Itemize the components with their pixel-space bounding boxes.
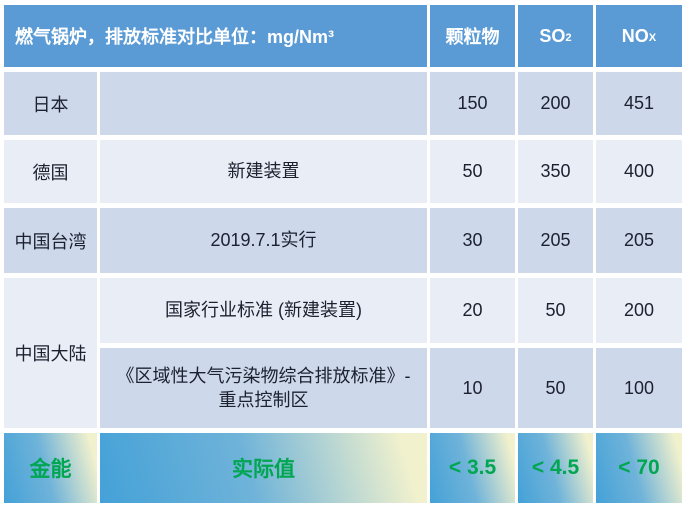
- table-title: 燃气锅炉，排放标准对比单位：mg/Nm³: [4, 5, 427, 67]
- column-header-so2-label: SO: [539, 25, 566, 46]
- desc-cell-regional-standard: 《区域性大气污染物综合排放标准》- 重点控制区: [100, 348, 427, 428]
- column-header-particulates: 颗粒物: [430, 5, 515, 67]
- value-cell-japan-nox: 451: [596, 72, 682, 135]
- desc-cell-taiwan: 2019.7.1实行: [100, 208, 427, 273]
- column-header-so2: SO 2: [518, 5, 593, 67]
- value-cell-jinneng-particulates: < 3.5: [430, 433, 515, 503]
- value-cell-germany-nox: 400: [596, 140, 682, 203]
- desc-cell-national-industry-standard: 国家行业标准 (新建装置): [100, 278, 427, 343]
- value-cell-jinneng-so2: < 4.5: [518, 433, 593, 503]
- column-header-so2-sub: 2: [565, 32, 572, 45]
- value-cell-regional-nox: 100: [596, 348, 682, 428]
- column-header-nox: NO X: [596, 5, 682, 67]
- region-cell-germany: 德国: [4, 140, 97, 203]
- value-cell-regional-particulates: 10: [430, 348, 515, 428]
- region-cell-japan: 日本: [4, 72, 97, 135]
- desc-cell-japan: [100, 72, 427, 135]
- value-cell-regional-so2: 50: [518, 348, 593, 428]
- value-cell-taiwan-particulates: 30: [430, 208, 515, 273]
- column-header-nox-sub: X: [648, 32, 657, 45]
- value-cell-japan-so2: 200: [518, 72, 593, 135]
- desc-cell-germany: 新建装置: [100, 140, 427, 203]
- value-cell-taiwan-nox: 205: [596, 208, 682, 273]
- region-cell-mainland-china: 中国大陆: [4, 278, 97, 428]
- region-cell-taiwan: 中国台湾: [4, 208, 97, 273]
- column-header-particulates-label: 颗粒物: [445, 27, 500, 47]
- value-cell-jinneng-nox: < 70: [596, 433, 682, 503]
- region-cell-jinneng: 金能: [4, 433, 97, 503]
- value-cell-germany-particulates: 50: [430, 140, 515, 203]
- value-cell-national-so2: 50: [518, 278, 593, 343]
- value-cell-national-nox: 200: [596, 278, 682, 343]
- value-cell-japan-particulates: 150: [430, 72, 515, 135]
- value-cell-germany-so2: 350: [518, 140, 593, 203]
- value-cell-taiwan-so2: 205: [518, 208, 593, 273]
- value-cell-national-particulates: 20: [430, 278, 515, 343]
- desc-cell-actual-value: 实际值: [100, 433, 427, 503]
- column-header-nox-label: NO: [621, 25, 649, 46]
